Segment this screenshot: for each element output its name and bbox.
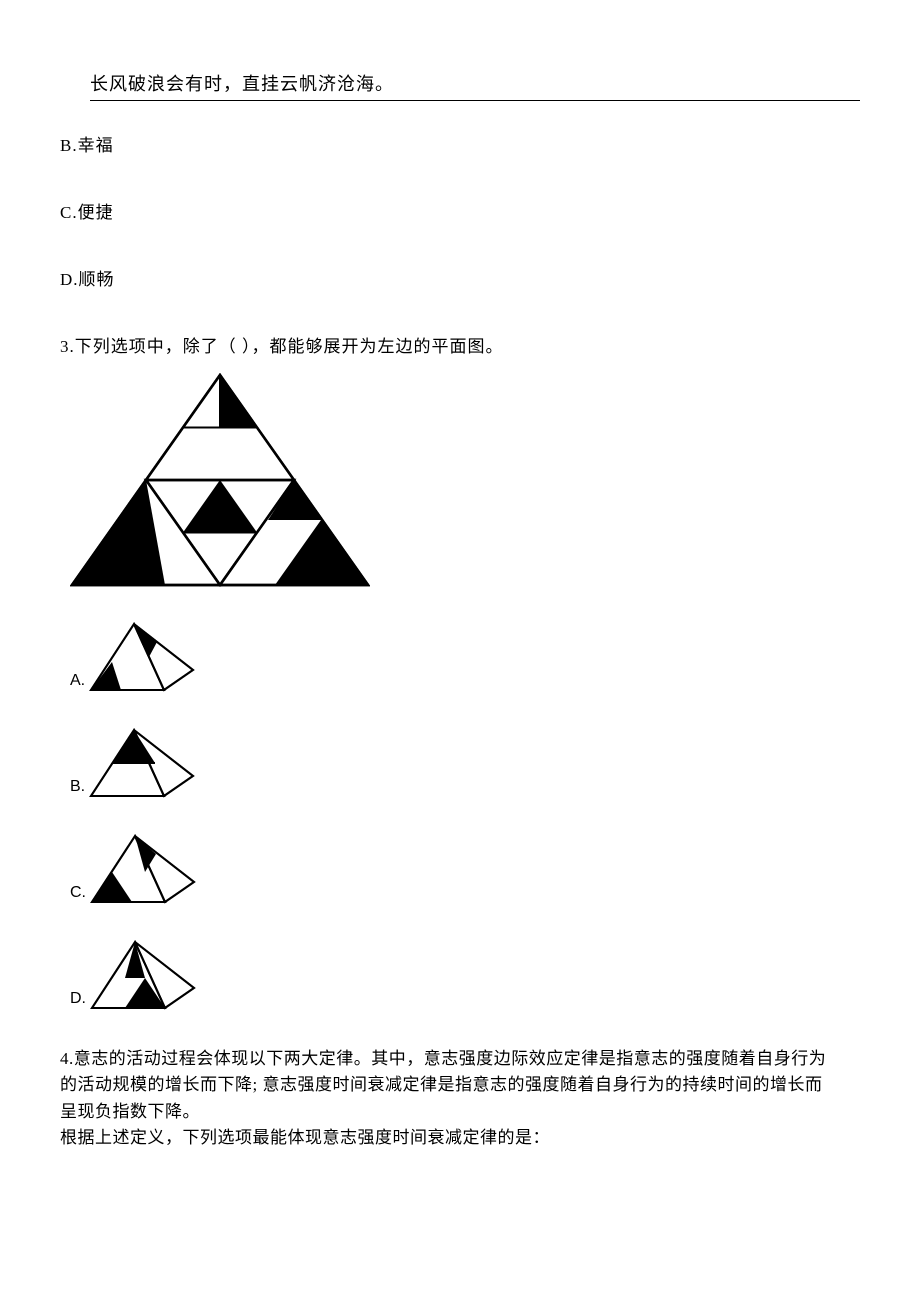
header-underline: 长风破浪会有时，直挂云帆济沧海。 xyxy=(90,70,860,101)
q4-line4: 根据上述定义，下列选项最能体现意志强度时间衰减定律的是： xyxy=(60,1125,860,1151)
document-page: 长风破浪会有时，直挂云帆济沧海。 B.幸福 C.便捷 D.顺畅 3.下列选项中，… xyxy=(0,0,920,1191)
option-c-label: C. xyxy=(70,884,86,904)
question-4-block: 4.意志的活动过程会体现以下两大定律。其中，意志强度边际效应定律是指意志的强度随… xyxy=(60,1046,860,1151)
option-b-label: B. xyxy=(70,778,85,798)
option-c: C.便捷 xyxy=(60,198,860,223)
q3-option-a: A. xyxy=(70,622,860,692)
option-d-label: D. xyxy=(70,990,86,1010)
option-a-label: A. xyxy=(70,672,85,692)
q3-main-figure xyxy=(70,373,860,592)
q4-line1: 4.意志的活动过程会体现以下两大定律。其中，意志强度边际效应定律是指意志的强度随… xyxy=(60,1046,860,1072)
option-a-svg xyxy=(89,622,197,692)
option-c-svg xyxy=(90,834,198,904)
q4-line2: 的活动规模的增长而下降; 意志强度时间衰减定律是指意志的强度随着自身行为的持续时… xyxy=(60,1072,860,1098)
option-b-svg xyxy=(89,728,197,798)
triangle-net-svg xyxy=(70,373,370,587)
option-b: B.幸福 xyxy=(60,131,860,156)
option-d: D.顺畅 xyxy=(60,265,860,290)
q3-option-b: B. xyxy=(70,728,860,798)
header-motto: 长风破浪会有时，直挂云帆济沧海。 xyxy=(90,74,394,94)
q4-line3: 呈现负指数下降。 xyxy=(60,1099,860,1125)
option-d-svg xyxy=(90,940,198,1010)
q3-option-c: C. xyxy=(70,834,860,904)
question-3-text: 3.下列选项中，除了（ ），都能够展开为左边的平面图。 xyxy=(60,332,860,357)
q3-option-d: D. xyxy=(70,940,860,1010)
